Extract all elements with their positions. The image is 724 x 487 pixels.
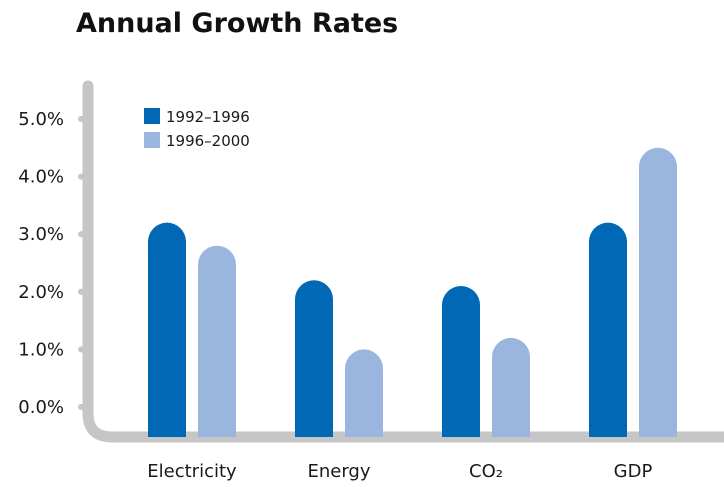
bar [148, 222, 186, 437]
bar [492, 337, 530, 437]
y-ticks: 0.0% 1.0% 2.0% 3.0% 4.0% 5.0% [18, 109, 91, 418]
bar [589, 222, 627, 437]
bar [345, 349, 383, 437]
bars [148, 147, 677, 438]
y-tick-label: 2.0% [18, 282, 64, 303]
y-tick-label: 1.0% [18, 339, 64, 360]
bar [639, 147, 677, 438]
bar [198, 245, 236, 437]
category-label: GDP [614, 461, 653, 482]
axis-line [82, 80, 724, 443]
category-labels: Electricity Energy CO₂ GDP [147, 461, 652, 482]
category-label: Energy [307, 461, 370, 482]
y-tick-label: 0.0% [18, 397, 64, 418]
chart-title: Annual Growth Rates [76, 8, 399, 39]
y-tick-label: 4.0% [18, 167, 64, 188]
bar [442, 286, 480, 437]
category-label: CO₂ [469, 461, 503, 482]
legend-swatch [144, 132, 160, 148]
y-tick-label: 5.0% [18, 109, 64, 130]
legend-label: 1992–1996 [166, 108, 250, 126]
legend: 1992–1996 1996–2000 [144, 108, 250, 150]
bar [295, 280, 333, 437]
category-label: Electricity [147, 461, 237, 482]
legend-swatch [144, 108, 160, 124]
y-tick-label: 3.0% [18, 224, 64, 245]
legend-label: 1996–2000 [166, 132, 250, 150]
